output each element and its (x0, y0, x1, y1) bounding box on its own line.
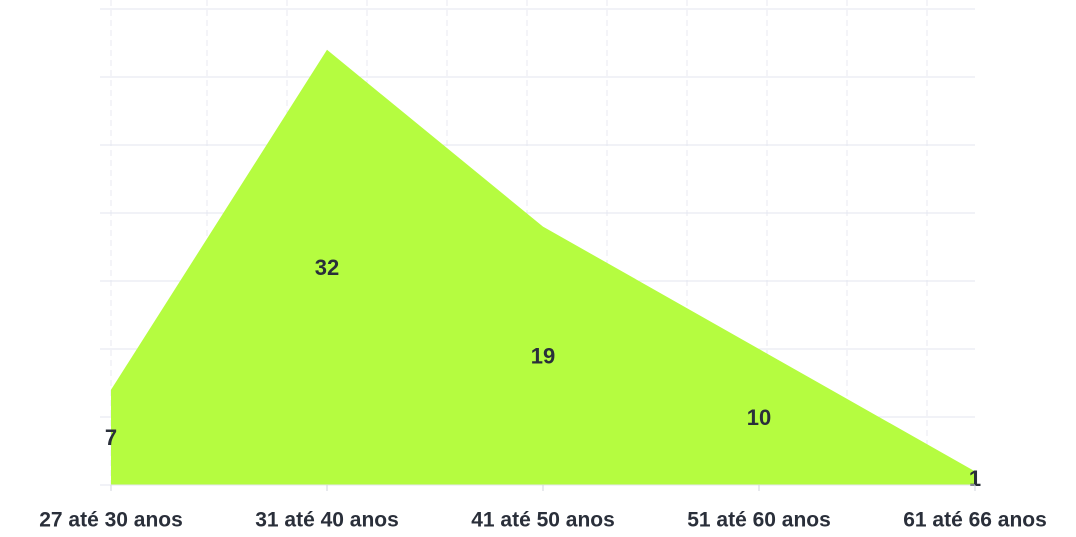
area (111, 49, 975, 486)
x-tick-label: 61 até 66 anos (903, 509, 1047, 532)
data-label: 32 (315, 255, 339, 280)
x-tick-label: 41 até 50 anos (471, 509, 615, 532)
x-tick-label: 31 até 40 anos (255, 509, 399, 532)
x-tick-label: 27 até 30 anos (39, 509, 183, 532)
data-label: 10 (747, 405, 771, 430)
x-tick-label: 51 até 60 anos (687, 509, 831, 532)
data-label: 7 (105, 425, 117, 450)
data-label: 19 (531, 344, 555, 369)
